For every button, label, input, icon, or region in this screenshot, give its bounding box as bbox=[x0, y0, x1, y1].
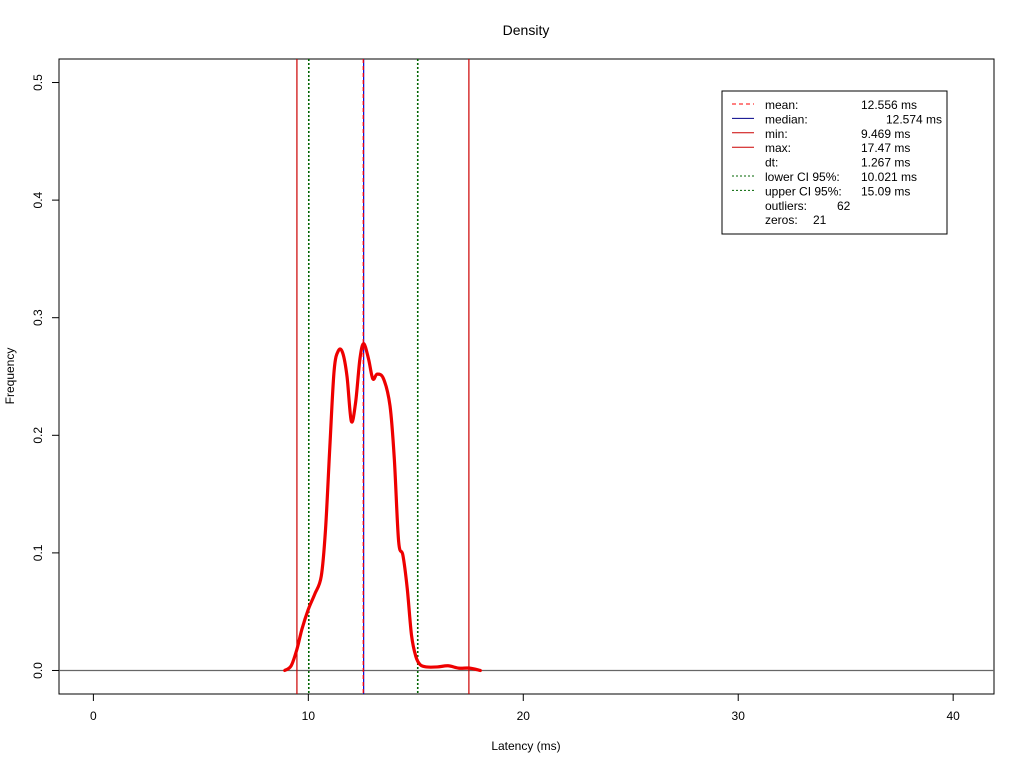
density-curve bbox=[283, 341, 482, 673]
y-tick-label: 0.5 bbox=[31, 74, 45, 91]
legend-label: min: bbox=[765, 127, 788, 141]
y-tick-label: 0.0 bbox=[31, 662, 45, 679]
legend-value: 1.267 ms bbox=[861, 156, 910, 170]
legend-value: 15.09 ms bbox=[861, 184, 910, 198]
legend-value: 9.469 ms bbox=[861, 127, 910, 141]
x-axis: 0 10 20 30 40 bbox=[90, 693, 960, 723]
legend-value: 62 bbox=[837, 199, 851, 213]
x-tick-label: 20 bbox=[517, 709, 531, 723]
legend: mean: 12.556 ms median: 12.574 ms min: 9.469 … bbox=[721, 90, 948, 235]
legend-value: 17.47 ms bbox=[861, 141, 910, 155]
y-tick-label: 0.3 bbox=[31, 309, 45, 326]
legend-label: max: bbox=[765, 141, 791, 155]
legend-box bbox=[721, 90, 948, 235]
legend-label: median: bbox=[765, 112, 808, 126]
y-axis-label: Frequency bbox=[3, 348, 17, 405]
legend-label: outliers: bbox=[765, 199, 807, 213]
legend-label: zeros: bbox=[765, 213, 798, 227]
x-tick-label: 40 bbox=[946, 709, 960, 723]
legend-label: upper CI 95%: bbox=[765, 184, 842, 198]
y-tick-label: 0.4 bbox=[31, 191, 45, 208]
x-tick-label: 10 bbox=[302, 709, 316, 723]
legend-value: 21 bbox=[813, 213, 827, 227]
plot-area bbox=[59, 59, 994, 694]
legend-value: 10.021 ms bbox=[861, 170, 917, 184]
y-tick-label: 0.2 bbox=[31, 427, 45, 444]
x-tick-label: 30 bbox=[732, 709, 746, 723]
legend-label: lower CI 95%: bbox=[765, 170, 840, 184]
legend-value: 12.556 ms bbox=[861, 98, 917, 112]
chart-title: Density bbox=[503, 22, 550, 38]
y-axis: 0.0 0.1 0.2 0.3 0.4 0.5 bbox=[31, 74, 60, 679]
legend-value: 12.574 ms bbox=[886, 112, 942, 126]
legend-label: dt: bbox=[765, 156, 778, 170]
x-tick-label: 0 bbox=[90, 709, 97, 723]
legend-label: mean: bbox=[765, 98, 798, 112]
y-tick-label: 0.1 bbox=[31, 544, 45, 561]
x-axis-label: Latency (ms) bbox=[491, 739, 560, 753]
